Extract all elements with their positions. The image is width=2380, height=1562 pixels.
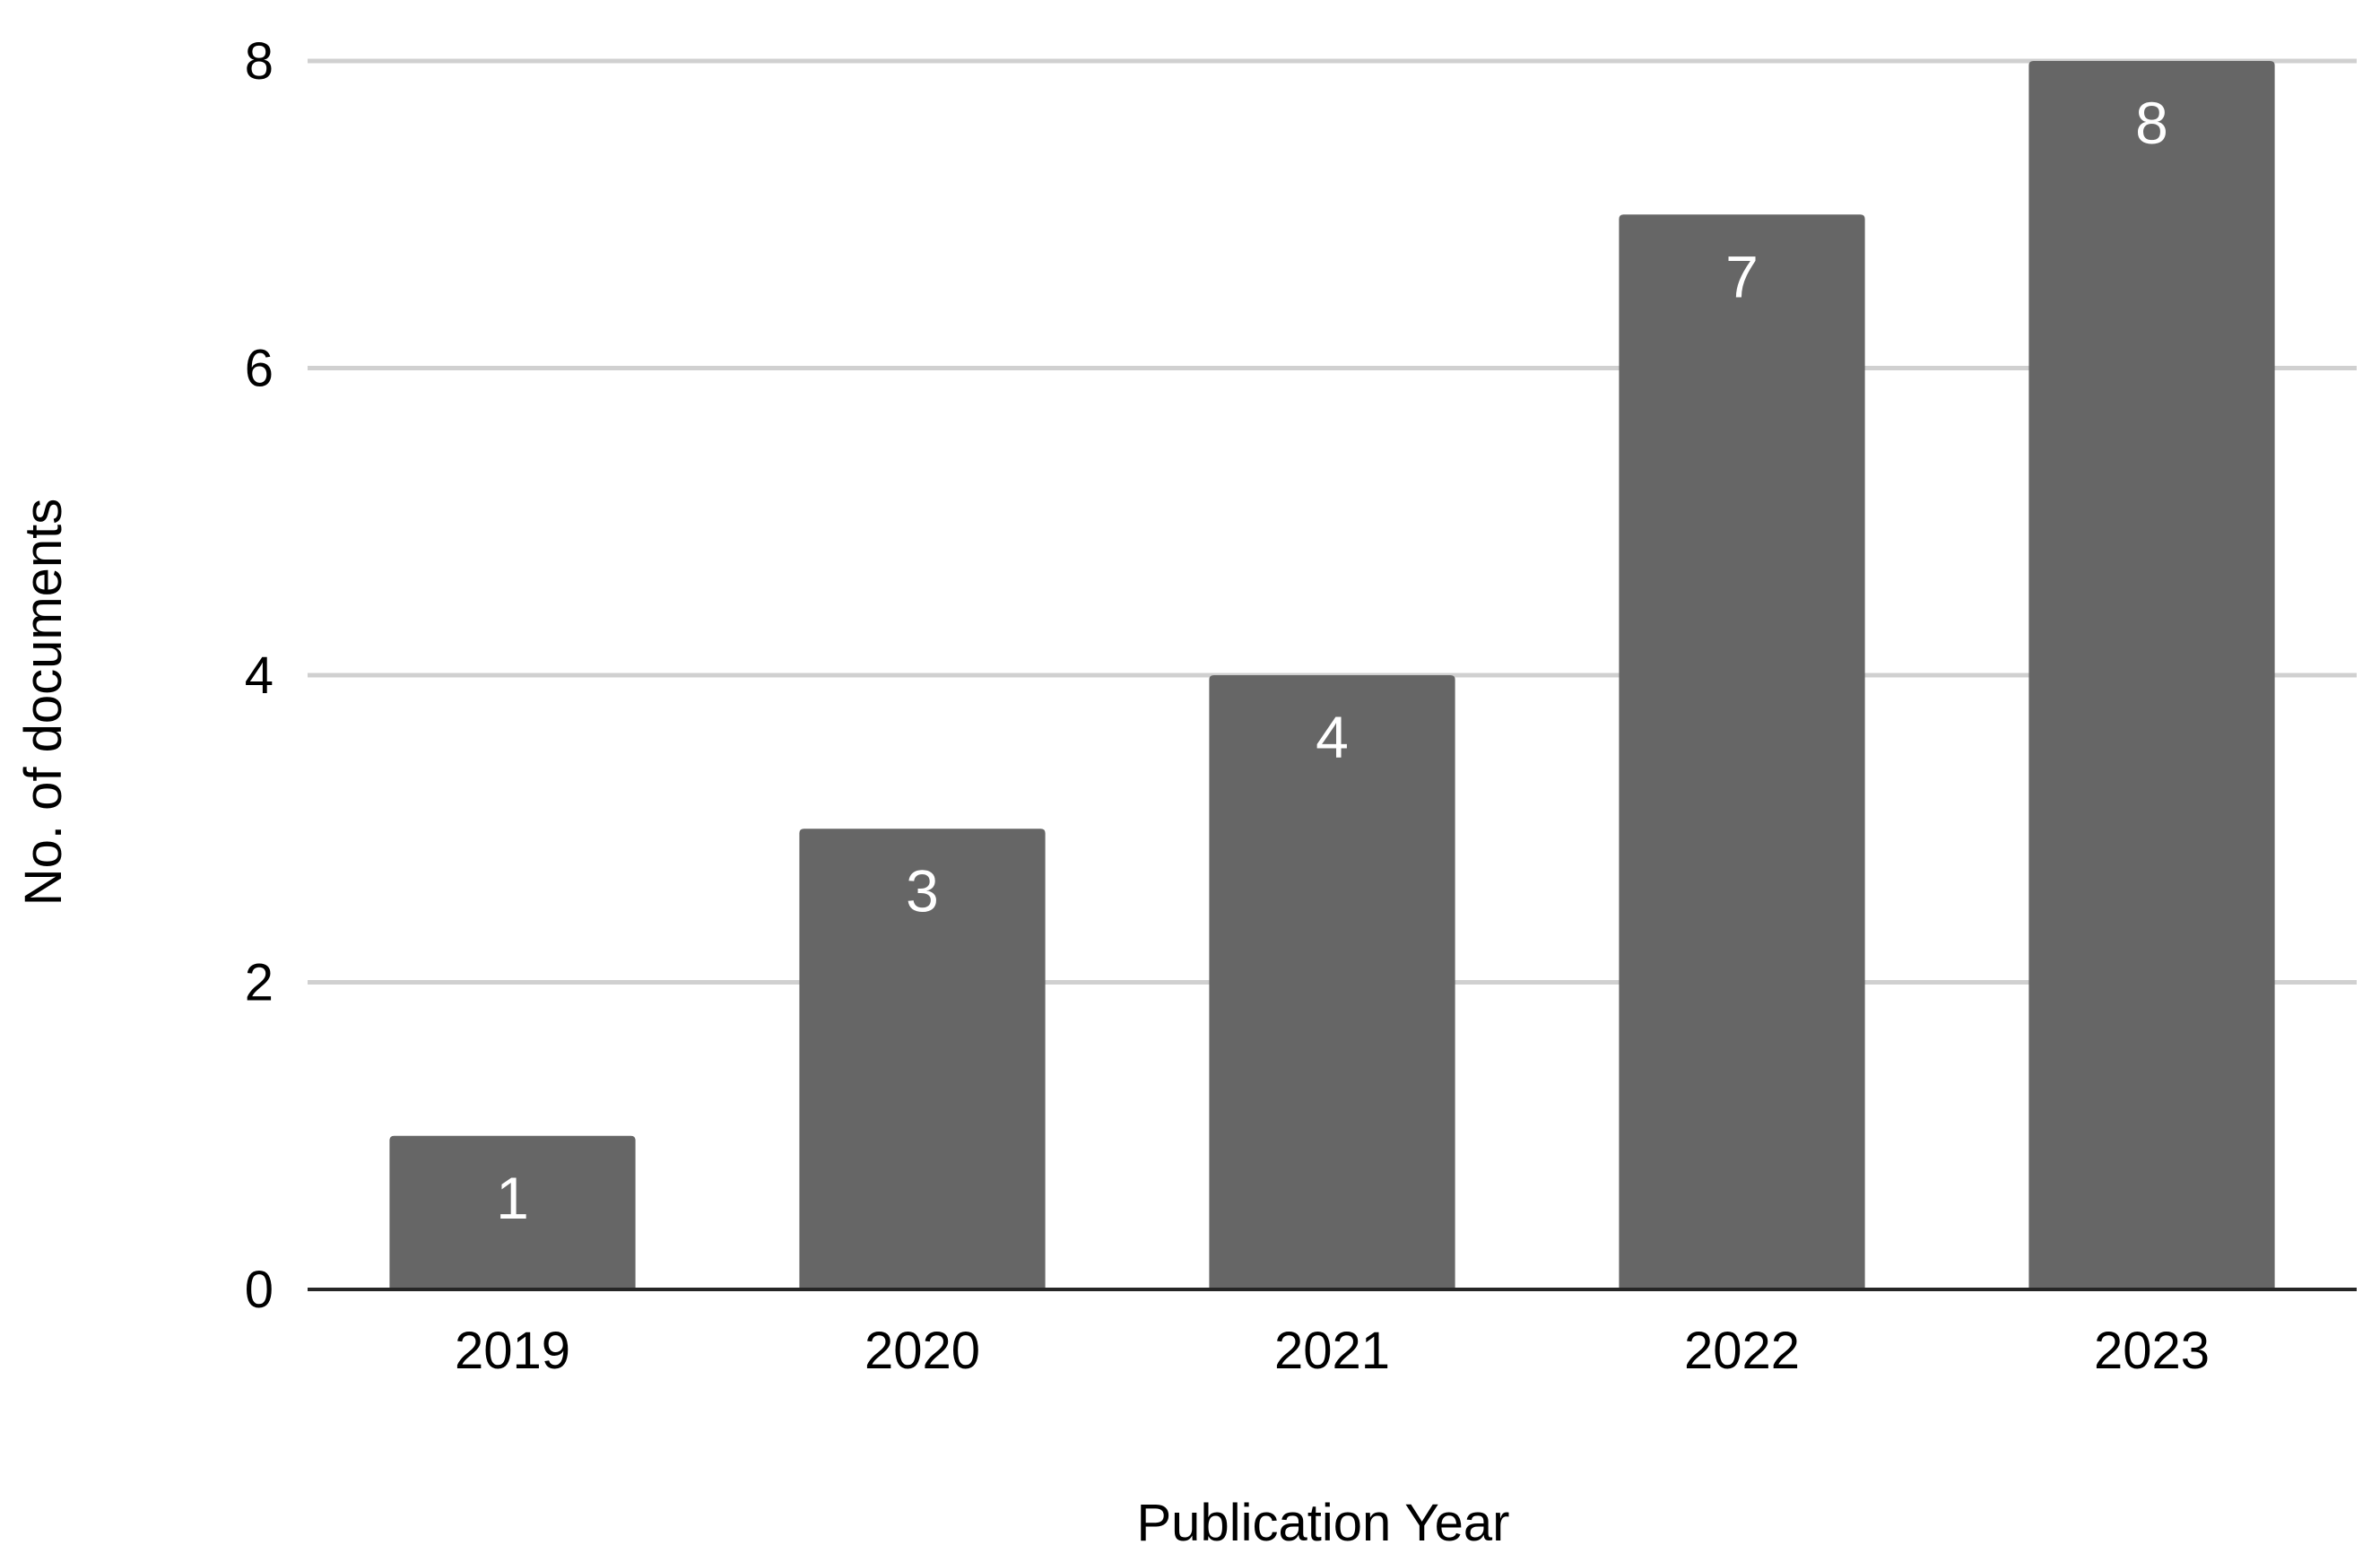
bars <box>389 61 2275 1289</box>
x-tick-label: 2023 <box>2094 1322 2210 1380</box>
y-tick-label: 2 <box>245 954 274 1012</box>
data-label: 7 <box>1725 243 1759 309</box>
data-label: 4 <box>1316 704 1349 770</box>
bar <box>1209 675 1455 1289</box>
data-label: 3 <box>906 857 939 924</box>
bar <box>2028 61 2275 1289</box>
y-tick-label: 6 <box>245 340 274 398</box>
y-tick-label: 0 <box>245 1261 274 1319</box>
x-tick-label: 2022 <box>1684 1322 1800 1380</box>
x-tick-label: 2020 <box>864 1322 980 1380</box>
x-tick-labels: 2019 2020 2021 2022 2023 <box>455 1322 2210 1380</box>
data-label: 8 <box>2135 90 2168 156</box>
x-tick-label: 2019 <box>455 1322 570 1380</box>
x-axis-title: Publication Year <box>1137 1494 1510 1552</box>
data-labels: 1 3 4 7 8 <box>496 90 2168 1231</box>
data-label: 1 <box>496 1165 529 1231</box>
bar <box>799 829 1046 1289</box>
bar <box>389 1135 636 1289</box>
x-tick-label: 2021 <box>1274 1322 1390 1380</box>
y-axis-title: No. of documents <box>14 499 73 907</box>
y-tick-labels: 0 2 4 6 8 <box>245 32 274 1319</box>
y-tick-label: 8 <box>245 32 274 91</box>
y-tick-label: 4 <box>245 646 274 705</box>
bar <box>1619 214 1865 1289</box>
